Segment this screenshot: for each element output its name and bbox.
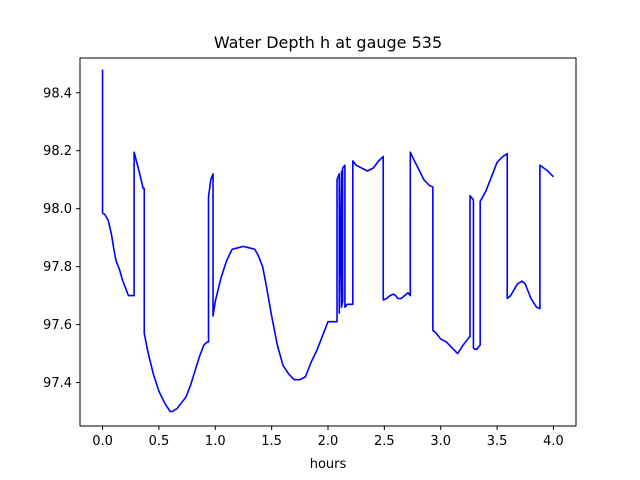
y-tick-label: 98.0 [43, 202, 72, 217]
x-tick-label: 0.0 [92, 434, 113, 449]
x-tick-label: 2.0 [318, 434, 339, 449]
x-tick-label: 4.0 [543, 434, 564, 449]
y-tick-label: 97.6 [43, 318, 72, 333]
y-tick-label: 97.8 [43, 260, 72, 275]
x-tick-label: 0.5 [149, 434, 170, 449]
x-axis: 0.0 0.5 1.0 1.5 2.0 2.5 3.0 3.5 4.0 [92, 426, 564, 449]
plot-area [101, 69, 555, 413]
plot-frame [79, 57, 577, 427]
chart-title: Water Depth h at gauge 535 [214, 33, 442, 52]
x-axis-label: hours [310, 457, 347, 472]
x-tick-label: 1.5 [261, 434, 282, 449]
y-axis: 97.4 97.6 97.8 98.0 98.2 98.4 [43, 86, 80, 391]
x-tick-label: 2.5 [374, 434, 395, 449]
y-tick-label: 97.4 [43, 376, 72, 391]
x-tick-label: 1.0 [205, 434, 226, 449]
x-tick-label: 3.0 [430, 434, 451, 449]
y-tick-label: 98.4 [43, 86, 72, 101]
series-line [101, 69, 555, 413]
y-tick-label: 98.2 [43, 144, 72, 159]
x-tick-label: 3.5 [487, 434, 508, 449]
